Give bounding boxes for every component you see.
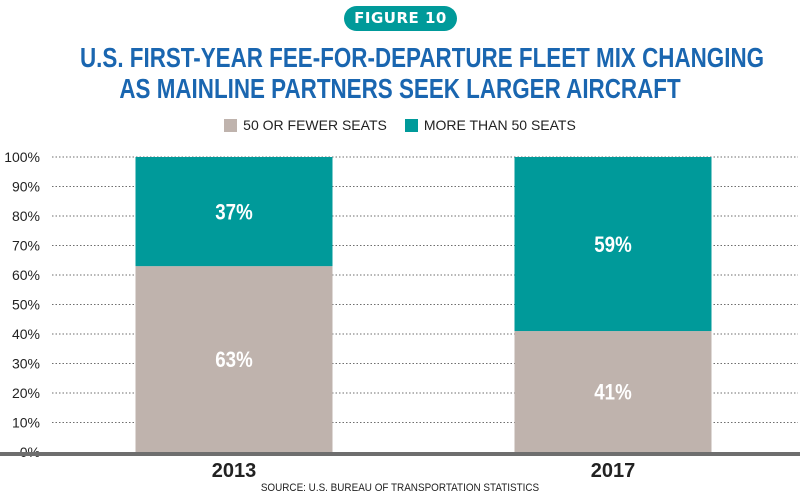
bar-2017-small-seats — [514, 331, 712, 452]
data-label: 37% — [215, 201, 252, 225]
y-tick-label: 90% — [12, 179, 40, 195]
chart-title-line-2: AS MAINLINE PARTNERS SEEK LARGER AIRCRAF… — [119, 73, 681, 104]
bar-2013-large-seats — [135, 157, 333, 267]
source-note: SOURCE: U.S. BUREAU OF TRANSPORTATION ST… — [260, 482, 540, 494]
legend-swatch-large-seats — [404, 118, 418, 132]
data-label: 63% — [215, 349, 252, 373]
legend: 50 OR FEWER SEATS MORE THAN 50 SEATS — [0, 115, 800, 135]
y-tick-label: 60% — [12, 267, 40, 283]
legend-item-large-seats: MORE THAN 50 SEATS — [404, 117, 576, 133]
chart-title: U.S. FIRST-YEAR FEE-FOR-DEPARTURE FLEET … — [80, 42, 765, 104]
legend-label-small-seats: 50 OR FEWER SEATS — [243, 117, 387, 133]
y-tick-label: 70% — [12, 238, 40, 254]
y-tick-label: 50% — [12, 297, 40, 313]
y-tick-label: 100% — [4, 149, 40, 165]
y-tick-label: 10% — [12, 415, 40, 431]
x-tick-label: 2017 — [591, 460, 636, 482]
y-tick-label: 80% — [12, 208, 40, 224]
chart-title-line-1: U.S. FIRST-YEAR FEE-FOR-DEPARTURE FLEET … — [80, 42, 765, 73]
x-tick-label: 2013 — [212, 460, 257, 482]
legend-label-large-seats: MORE THAN 50 SEATS — [423, 117, 576, 133]
y-tick-label: 40% — [12, 326, 40, 342]
legend-swatch-small-seats — [224, 118, 238, 132]
data-label: 41% — [594, 381, 631, 405]
bar-2017-large-seats — [514, 157, 712, 332]
bar-2013-small-seats — [135, 266, 333, 452]
y-tick-label: 30% — [12, 356, 40, 372]
y-tick-label: 20% — [12, 385, 40, 401]
legend-item-small-seats: 50 OR FEWER SEATS — [224, 117, 387, 133]
figure-badge: FIGURE 10 — [344, 6, 457, 31]
data-label: 59% — [594, 234, 631, 258]
